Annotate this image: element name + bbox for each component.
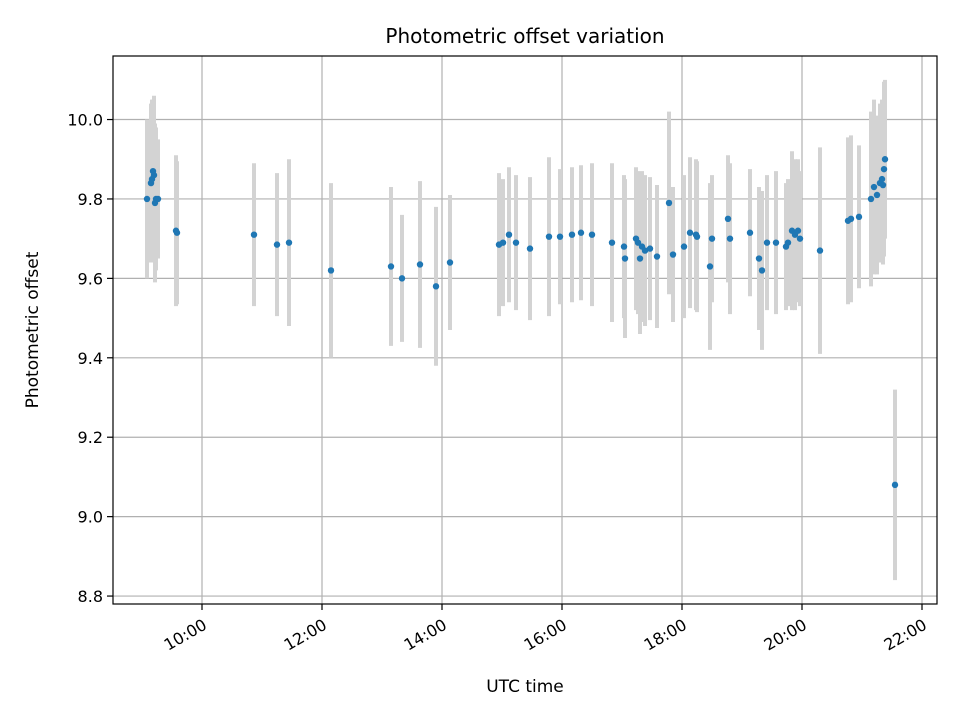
data-point [724,215,732,223]
data-point [816,247,824,254]
data-point [577,229,585,236]
data-point [446,259,454,266]
x-axis-ticks: 10:00 12:00 14:00 16:00 18:00 20:00 22:00 [161,604,930,655]
data-point [693,233,701,240]
x-tick-label: 20:00 [761,615,810,655]
data-point [686,229,694,236]
data-point [556,233,564,240]
data-point [878,175,886,183]
data-point [873,191,881,199]
data-point [387,263,395,270]
data-point [653,253,661,260]
data-point [891,481,899,489]
x-axis-label: UTC time [486,677,564,697]
y-tick-label: 9.0 [78,508,103,527]
data-point [646,245,654,252]
y-tick-label: 8.8 [78,587,103,606]
data-point [763,239,771,246]
data-point [588,231,596,238]
data-point [150,171,158,179]
data-point [847,215,855,223]
data-point [641,247,649,254]
data-point [880,165,888,173]
data-point [636,255,644,262]
data-point [879,181,887,189]
data-point [173,229,181,236]
chart-title: Photometric offset variation [385,24,664,48]
y-axis-ticks: 8.8 9.0 9.2 9.4 9.6 9.8 10.0 [67,111,113,606]
data-point [545,233,553,240]
x-tick-label: 18:00 [641,615,690,655]
data-point [706,263,714,270]
data-point [784,239,792,246]
x-tick-label: 10:00 [161,615,210,655]
data-point [726,235,734,242]
x-tick-label: 22:00 [881,615,930,655]
data-point [708,235,716,242]
errorbar-layer [145,79,897,581]
data-point [621,255,629,262]
data-point [772,239,780,246]
data-point [680,243,688,250]
data-point [634,239,642,246]
data-point [881,156,889,163]
data-point [327,267,335,274]
grid-layer [113,56,937,604]
y-tick-label: 9.6 [78,269,103,288]
y-tick-label: 9.8 [78,190,103,209]
data-point [285,239,293,246]
data-point [855,213,863,221]
y-tick-label: 9.2 [78,428,103,447]
data-point [143,195,151,203]
data-point [755,255,763,262]
data-point [398,275,406,282]
x-tick-label: 14:00 [401,615,450,655]
data-point [870,183,878,191]
data-point [669,251,677,258]
data-point [499,239,507,246]
data-point [794,227,802,234]
data-point [250,231,258,238]
x-tick-label: 16:00 [521,615,570,655]
data-point [526,245,534,252]
y-tick-label: 9.4 [78,349,103,368]
point-layer [143,156,899,489]
data-point [746,229,754,236]
data-point [154,195,162,203]
data-point [416,261,424,268]
data-point [796,235,804,242]
plot-frame [112,55,938,605]
data-point [568,231,576,238]
data-point [758,267,766,274]
data-point [512,239,520,246]
y-tick-label: 10.0 [67,111,103,130]
y-axis-label: Photometric offset [23,251,43,408]
data-point [608,239,616,246]
data-point [505,231,513,238]
data-point [867,195,875,203]
data-point [620,243,628,250]
data-point [432,283,440,290]
x-tick-label: 12:00 [281,615,330,655]
data-point [273,241,281,248]
data-point [665,199,673,207]
